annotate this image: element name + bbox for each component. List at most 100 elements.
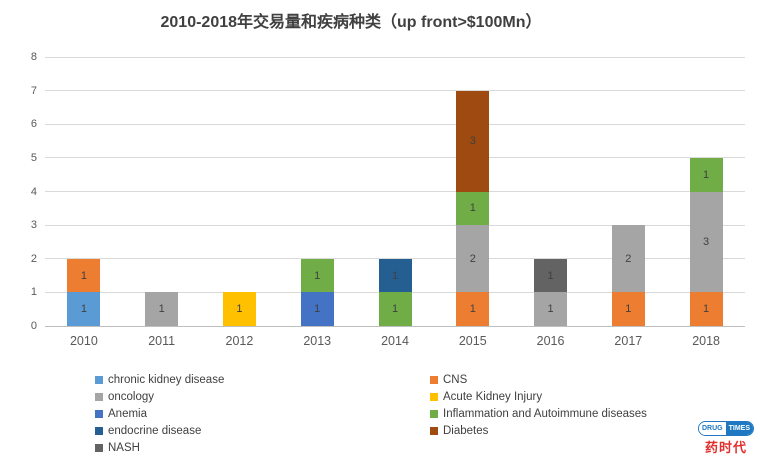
bar-segment-value: 1 — [80, 269, 87, 282]
legend-item: NASH — [95, 439, 430, 456]
legend-item: Diabetes — [430, 422, 647, 439]
bar-segment: 1 — [145, 292, 179, 326]
bar-segment: 2 — [456, 225, 490, 293]
logo-drug-text: DRUG — [698, 422, 726, 435]
legend-label: chronic kidney disease — [108, 373, 225, 386]
bar-segment: 1 — [689, 157, 723, 192]
bar-segment-value: 1 — [158, 303, 165, 316]
drugtimes-pill-icon: DRUG TIMES — [697, 421, 754, 436]
legend-swatch-icon — [430, 392, 438, 401]
bar-segment-value: 1 — [80, 303, 87, 316]
bar-segment: 1 — [67, 258, 101, 293]
bar-segment: 1 — [611, 292, 645, 326]
x-axis-tick-label: 2017 — [614, 334, 643, 348]
legend-item: CNS — [430, 371, 647, 388]
gridline — [45, 325, 745, 327]
bar-segment-value: 1 — [547, 269, 554, 282]
bar-segment: 1 — [534, 292, 568, 326]
bar-segment: 1 — [456, 191, 490, 226]
y-axis-tick-label: 8 — [30, 51, 37, 63]
bar-segment: 1 — [300, 258, 334, 293]
legend-swatch-icon — [95, 409, 103, 418]
bar-segment-value: 1 — [391, 269, 399, 282]
bar-segment-value: 3 — [469, 135, 476, 148]
legend-label: Acute Kidney Injury — [443, 390, 543, 403]
x-axis-tick-label: 2010 — [69, 334, 98, 348]
legend-label: Inflammation and Autoimmune diseases — [443, 407, 647, 420]
legend-swatch-icon — [430, 426, 438, 435]
gridline — [45, 191, 745, 192]
x-axis-tick-label: 2018 — [692, 334, 721, 348]
chart-title: 2010-2018年交易量和疾病种类（up front>$100Mn） — [160, 14, 542, 31]
gridline — [45, 123, 745, 125]
bar-segment: 3 — [689, 191, 723, 293]
legend-swatch-icon — [95, 375, 103, 384]
bar-segment: 1 — [67, 292, 101, 326]
legend-item: Anemia — [95, 405, 430, 422]
legend-label: endocrine disease — [108, 424, 202, 437]
bar-segment-value: 1 — [703, 168, 710, 181]
legend-swatch-icon — [430, 375, 438, 384]
legend-label: NASH — [108, 441, 140, 454]
y-axis-tick-label: 2 — [30, 252, 37, 265]
y-axis-tick-label: 3 — [30, 219, 37, 232]
y-axis-tick-label: 0 — [30, 320, 37, 332]
legend-column: CNS Acute Kidney Injury Inflammation and A… — [430, 371, 647, 456]
bar-segment: 3 — [456, 90, 490, 192]
x-axis-tick-label: 2015 — [458, 334, 487, 348]
legend-item: oncology — [95, 388, 430, 405]
bar-segment: 1 — [456, 292, 490, 326]
logo-times-text: TIMES — [725, 422, 753, 435]
legend-label: Diabetes — [443, 424, 489, 437]
bar-segment-value: 1 — [547, 303, 554, 316]
bar-segment-value: 2 — [625, 252, 632, 265]
legend-column: chronic kidney disease oncology Anemia endo… — [95, 371, 430, 456]
drugtimes-logo: DRUG TIMES 药时代 — [697, 417, 754, 456]
bar-segment: 2 — [611, 225, 645, 293]
legend-label: oncology — [108, 390, 155, 403]
bar-segment-value: 1 — [236, 303, 243, 316]
bar-segment-value: 1 — [314, 303, 321, 316]
bar-segment: 1 — [378, 258, 412, 293]
y-axis-tick-label: 4 — [30, 185, 37, 198]
legend-swatch-icon — [95, 443, 103, 452]
bar-segment: 1 — [300, 292, 334, 326]
legend-label: CNS — [443, 373, 468, 386]
legend-item: Inflammation and Autoimmune diseases — [430, 405, 647, 422]
bar-segment: 1 — [378, 292, 412, 326]
y-axis-tick-label: 6 — [30, 118, 37, 131]
bar-segment: 1 — [534, 258, 568, 293]
gridline — [45, 224, 745, 226]
y-axis-tick-label: 7 — [30, 84, 37, 97]
gridline — [45, 56, 745, 58]
legend-swatch-icon — [95, 392, 103, 401]
bar-segment-value: 1 — [625, 303, 632, 316]
legend-swatch-icon — [430, 409, 438, 418]
bar-segment: 1 — [689, 292, 723, 326]
logo-caption: 药时代 — [704, 440, 747, 455]
legend-item: Acute Kidney Injury — [430, 388, 647, 405]
bar-segment-value: 1 — [469, 303, 476, 316]
y-axis-tick-label: 5 — [30, 151, 37, 164]
bar-segment: 1 — [222, 292, 256, 326]
bar-segment-value: 1 — [314, 269, 321, 282]
y-axis-tick-label: 1 — [30, 286, 37, 299]
plot-area: 0 1 2 3 4 5 6 7 8 1 1 2010 1 2011 1 2012 1 1 2013 1 1 2014 1 2 1… — [31, 51, 745, 348]
legend-swatch-icon — [95, 426, 103, 435]
legend-label: Anemia — [108, 407, 147, 420]
bar-segment-value: 1 — [391, 303, 399, 316]
x-axis-tick-label: 2011 — [148, 334, 176, 348]
bar-segment-value: 3 — [703, 235, 710, 248]
gridline — [45, 157, 745, 159]
gridline — [45, 90, 745, 92]
bar-segment-value: 1 — [469, 202, 476, 215]
x-axis-tick-label: 2013 — [303, 334, 332, 348]
legend-item: chronic kidney disease — [95, 371, 430, 388]
bar-segment-value: 2 — [469, 252, 476, 265]
bar-segment-value: 1 — [703, 303, 710, 316]
legend: chronic kidney disease oncology Anemia endo… — [95, 371, 647, 456]
x-axis-tick-label: 2012 — [225, 334, 254, 348]
x-axis-tick-label: 2014 — [381, 334, 409, 348]
legend-item: endocrine disease — [95, 422, 430, 439]
